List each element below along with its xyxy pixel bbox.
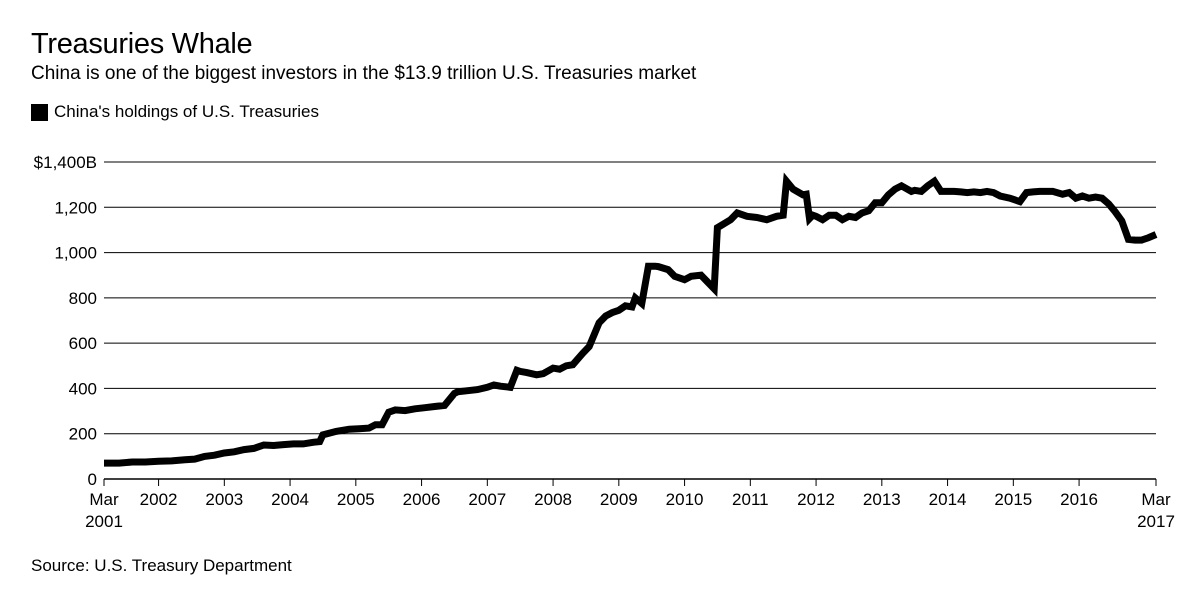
- legend-label: China's holdings of U.S. Treasuries: [54, 102, 319, 121]
- x-tick-label: 2011: [732, 490, 769, 509]
- x-tick-label-year: 2001: [85, 512, 123, 531]
- y-tick-label: 600: [69, 334, 97, 353]
- y-tick-label: 400: [69, 379, 97, 398]
- series-line-china-holdings: [104, 172, 1158, 467]
- x-tick-label: 2016: [1060, 490, 1098, 509]
- x-tick-label-year: 2017: [1137, 512, 1175, 531]
- x-tick-label: 2015: [994, 490, 1032, 509]
- x-tick-label: 2005: [337, 490, 375, 509]
- x-tick-label: 2003: [205, 490, 243, 509]
- x-tick-label: 2008: [534, 490, 572, 509]
- legend-swatch: [31, 103, 48, 121]
- x-tick-label: 2004: [271, 490, 309, 509]
- x-tick-label: 2002: [140, 490, 178, 509]
- x-tick-label: 2010: [666, 490, 704, 509]
- y-tick-label: 1,000: [54, 244, 97, 263]
- x-tick-label: Mar: [1141, 490, 1171, 509]
- y-tick-label: 200: [69, 425, 97, 444]
- x-tick-label: 2009: [600, 490, 638, 509]
- x-tick-label: 2013: [863, 490, 901, 509]
- y-tick-label: 800: [69, 289, 97, 308]
- y-tick-label: 0: [88, 470, 97, 489]
- x-tick-label: 2007: [468, 490, 506, 509]
- x-tick-label: Mar: [89, 490, 119, 509]
- x-tick-label: 2006: [403, 490, 441, 509]
- legend: China's holdings of U.S. Treasuries: [31, 102, 319, 122]
- y-tick-label: 1,200: [54, 198, 97, 217]
- chart-subtitle: China is one of the biggest investors in…: [31, 63, 697, 84]
- x-tick-label: 2012: [797, 490, 835, 509]
- chart-title: Treasuries Whale: [31, 28, 253, 60]
- source-note: Source: U.S. Treasury Department: [31, 556, 292, 575]
- y-tick-label: $1,400B: [34, 153, 97, 172]
- x-tick-label: 2014: [929, 490, 967, 509]
